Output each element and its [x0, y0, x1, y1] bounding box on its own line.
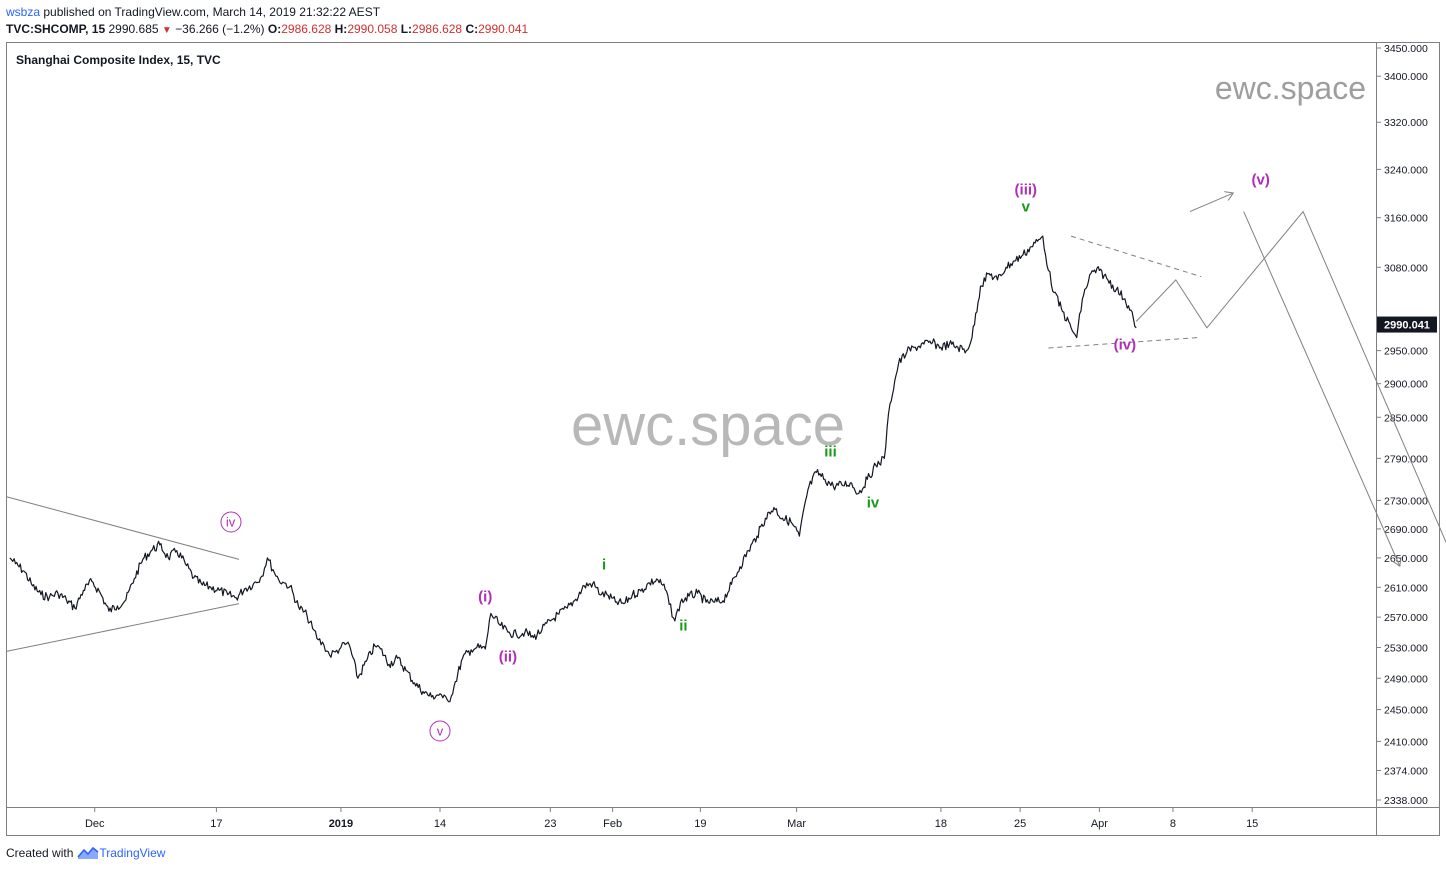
- author-link[interactable]: wsbza: [6, 5, 41, 19]
- x-tick-label: 25: [1014, 818, 1026, 830]
- wave-label: (iv): [1113, 336, 1137, 354]
- wave-label: (iii): [1014, 181, 1038, 199]
- x-tick-label: 18: [935, 818, 947, 830]
- open-value: 2986.628: [281, 22, 332, 36]
- created-with-text: Created with: [6, 846, 74, 860]
- y-tick-label: 2690.000: [1384, 524, 1428, 536]
- dashed-trendline[interactable]: [1048, 337, 1199, 349]
- y-tick-label: 2730.000: [1384, 495, 1428, 507]
- wave-label: i: [602, 556, 607, 574]
- y-tick-label: 2490.000: [1384, 673, 1428, 685]
- y-tick-label: 2790.000: [1384, 453, 1428, 465]
- x-tick-label: 8: [1170, 818, 1176, 830]
- open-label: O:: [267, 22, 282, 36]
- triangle-trendlines[interactable]: [6, 235, 1202, 652]
- ohlc-legend: TVC:SHCOMP, 15 2990.685 ▼ −36.266 (−1.2%…: [6, 22, 528, 36]
- y-tick-label: 2410.000: [1384, 736, 1428, 748]
- tradingview-logo-link[interactable]: TradingView: [77, 846, 165, 860]
- last-price-badge-label: 2990.041: [1384, 320, 1430, 332]
- chart-frame: [6, 42, 1440, 836]
- publish-text: published on TradingView.com, March 14, …: [43, 5, 381, 19]
- watermark-top-right: ewc.space: [1214, 70, 1366, 106]
- publish-info: wsbza published on TradingView.com, Marc…: [6, 5, 380, 19]
- high-label: H:: [334, 22, 348, 36]
- y-tick-label: 2338.000: [1384, 795, 1428, 807]
- wave-label: iii: [824, 443, 837, 461]
- x-tick-label: 14: [434, 818, 446, 830]
- triangle-trendline[interactable]: [6, 496, 240, 560]
- y-tick-label: 2450.000: [1384, 705, 1428, 717]
- y-tick-label: 2570.000: [1384, 612, 1428, 624]
- x-tick-label: 17: [210, 818, 222, 830]
- y-tick-label: 2374.000: [1384, 765, 1428, 777]
- last-price-badge-bg: [1377, 316, 1437, 333]
- wave-label: ii: [679, 617, 688, 635]
- close-value: 2990.041: [478, 22, 529, 36]
- wave-label: iv: [866, 494, 880, 512]
- close-label: C:: [465, 22, 479, 36]
- symbol-label: TVC:SHCOMP, 15: [6, 22, 106, 36]
- wave-label: (v): [1251, 171, 1270, 189]
- x-tick-label: Dec: [85, 818, 105, 830]
- x-tick-label: 15: [1246, 818, 1258, 830]
- y-tick-label: 3450.000: [1384, 43, 1428, 55]
- watermark-center: ewc.space: [571, 393, 846, 458]
- y-tick-label: 3240.000: [1384, 164, 1428, 176]
- last-price: 2990.685: [108, 22, 159, 36]
- y-tick-label: 2530.000: [1384, 642, 1428, 654]
- x-tick-label: 23: [544, 818, 556, 830]
- y-tick-label: 3160.000: [1384, 213, 1428, 225]
- y-tick-label: 3080.000: [1384, 262, 1428, 274]
- wave-label: v: [429, 720, 451, 742]
- x-tick-label: Mar: [787, 818, 806, 830]
- footer: Created with TradingView: [6, 846, 165, 860]
- high-value: 2990.058: [347, 22, 398, 36]
- x-tick-label: 2019: [329, 818, 353, 830]
- low-label: L:: [400, 22, 413, 36]
- y-tick-label: 3400.000: [1384, 71, 1428, 83]
- y-tick-label: 2650.000: [1384, 553, 1428, 565]
- time-axis[interactable]: Dec 17 2019 14 23 Feb 19 Mar 18 25 Apr 8 15: [85, 807, 1258, 830]
- projection-arrow[interactable]: [1135, 210, 1446, 566]
- wave-label: (i): [478, 588, 493, 606]
- low-value: 2986.628: [412, 22, 463, 36]
- wave-label: (ii): [498, 648, 518, 666]
- tradingview-brand-text: TradingView: [99, 846, 166, 860]
- chart-title: Shanghai Composite Index, 15, TVC: [16, 53, 221, 67]
- projection-arrow[interactable]: [1243, 211, 1400, 566]
- y-tick-label: 3320.000: [1384, 117, 1428, 129]
- last-price-badge: 2990.041: [1377, 316, 1437, 333]
- x-tick-label: Apr: [1091, 818, 1108, 830]
- y-tick-label: 2850.000: [1384, 412, 1428, 424]
- tradingview-logo-icon: [77, 846, 99, 859]
- price-series-line: [9, 235, 1137, 703]
- projection-arrow[interactable]: [1189, 193, 1233, 213]
- triangle-trendline[interactable]: [6, 603, 240, 652]
- projection-arrows[interactable]: [1135, 193, 1446, 566]
- x-tick-label: 19: [694, 818, 706, 830]
- wave-label: iv: [220, 511, 242, 533]
- y-tick-label: 2610.000: [1384, 582, 1428, 594]
- y-tick-label: 2950.000: [1384, 346, 1428, 358]
- dashed-trendline[interactable]: [1070, 235, 1202, 278]
- y-tick-label: 2900.000: [1384, 379, 1428, 391]
- price-axis[interactable]: 3450.000 3400.000 3320.000 3240.000 3160.000…: [1376, 43, 1428, 807]
- x-tick-label: Feb: [603, 818, 622, 830]
- wave-label: v: [1021, 198, 1030, 216]
- down-triangle-icon: ▼: [161, 25, 172, 36]
- price-change: −36.266 (−1.2%): [175, 22, 265, 36]
